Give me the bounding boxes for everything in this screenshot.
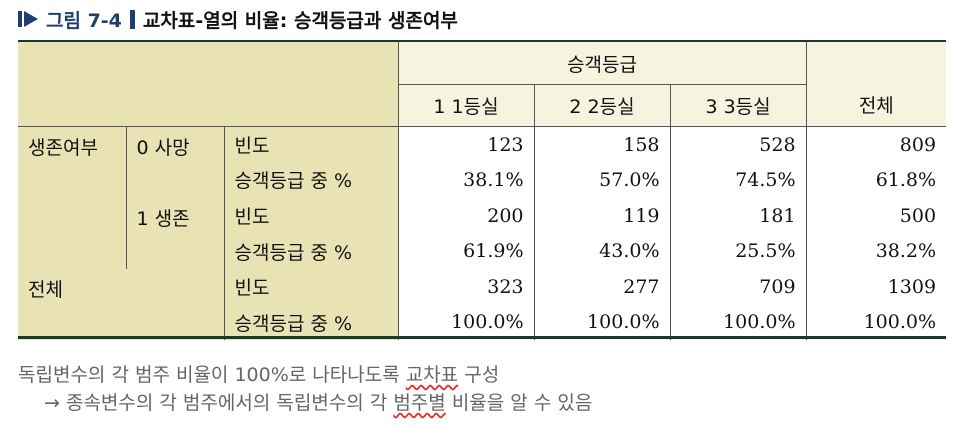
table-cell: 43.0%	[533, 233, 671, 269]
table-cell: 277	[533, 268, 671, 305]
note-highlight: 교차표	[405, 364, 459, 386]
note-line-2: → 종속변수의 각 범주에서의 독립변수의 각 범주별 비율을 알 수 있음	[44, 388, 592, 415]
figure-label: 그림 7-4	[46, 9, 122, 32]
note-highlight: 범주별	[393, 392, 446, 414]
note-text: → 종속변수의 각 범주에서의 독립변수의 각	[44, 392, 394, 414]
caption-divider	[129, 9, 135, 29]
table-cell: 200	[397, 197, 535, 234]
group-label-0: 0 사망	[136, 137, 190, 160]
col-header-1: 1 1등실	[397, 84, 535, 127]
total-row-cell: 전체	[18, 268, 224, 340]
table-cell: 57.0%	[533, 162, 671, 198]
table-cell: 119	[533, 197, 671, 234]
table-cell: 500	[805, 197, 947, 234]
table-bottom-rule	[18, 336, 946, 339]
stat-label: 승객등급 중 %	[223, 304, 399, 340]
stat-label: 빈도	[223, 268, 399, 305]
table-cell: 100.0%	[805, 304, 947, 340]
group-header: 승객등급	[397, 42, 807, 86]
figure-title: 교차표-열의 비율: 승객등급과 생존여부	[142, 9, 458, 32]
table-cell: 100.0%	[397, 304, 535, 340]
table-cell: 74.5%	[669, 162, 807, 198]
stat-label: 승객등급 중 %	[223, 233, 399, 269]
stat-label: 빈도	[223, 126, 399, 163]
total-row-label: 전체	[28, 278, 63, 301]
table-cell: 181	[669, 197, 807, 234]
group-label-1: 1 생존	[136, 207, 190, 230]
note-text: 독립변수의 각 범주 비율이 100%로 나타나도록	[18, 364, 406, 386]
table-cell: 38.1%	[397, 162, 535, 198]
total-col-header: 전체	[805, 42, 947, 127]
total-col-header-label: 전체	[858, 95, 894, 118]
group-cell-0: 0 사망	[125, 126, 224, 198]
table-cell: 38.2%	[805, 233, 947, 269]
col-header-3: 3 3등실	[669, 84, 807, 127]
table-cell: 809	[805, 126, 947, 163]
table-cell: 158	[533, 126, 671, 163]
table-cell: 528	[669, 126, 807, 163]
crosstab: 승객등급 전체 1 1등실 2 2등실 3 3등실 생존여부 0 사망 빈도 1…	[18, 42, 947, 340]
table-cell: 100.0%	[533, 304, 671, 340]
note-line-1: 독립변수의 각 범주 비율이 100%로 나타나도록 교차표 구성	[18, 360, 499, 387]
table-cell: 1309	[805, 268, 947, 305]
table-cell: 61.8%	[805, 162, 947, 198]
table-cell: 123	[397, 126, 535, 163]
figure-caption: 그림 7-4 교차표-열의 비율: 승객등급과 생존여부	[18, 6, 458, 32]
triangle-arrow-icon	[18, 8, 44, 30]
col-header-2: 2 2등실	[533, 84, 671, 127]
corner-cell	[18, 42, 399, 127]
table-cell: 100.0%	[669, 304, 807, 340]
row-var-cell: 생존여부	[18, 126, 126, 269]
table-cell: 25.5%	[669, 233, 807, 269]
row-var-label: 생존여부	[28, 137, 98, 160]
stat-label: 빈도	[223, 197, 399, 234]
note-text: 비율을 알 수 있음	[445, 392, 593, 414]
table-cell: 323	[397, 268, 535, 305]
note-text: 구성	[458, 364, 500, 386]
stat-label: 승객등급 중 %	[223, 162, 399, 198]
group-cell-1: 1 생존	[125, 197, 224, 269]
table-cell: 709	[669, 268, 807, 305]
table-cell: 61.9%	[397, 233, 535, 269]
